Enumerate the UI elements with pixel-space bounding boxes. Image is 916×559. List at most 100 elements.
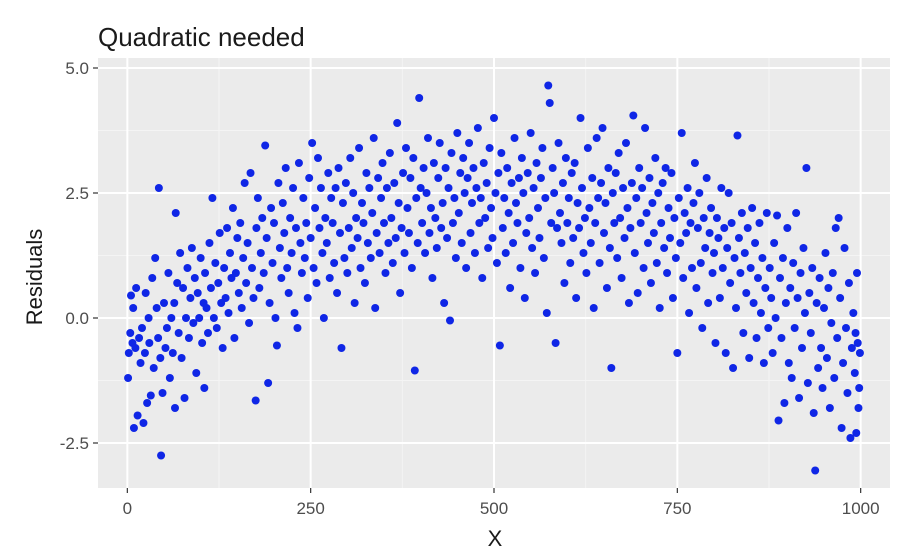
- data-point: [853, 339, 862, 347]
- data-point: [337, 344, 346, 352]
- data-point: [303, 294, 312, 302]
- data-point: [248, 264, 256, 272]
- x-axis-ticks: 0 250 500 750 1000: [123, 488, 880, 518]
- data-point: [451, 254, 460, 262]
- data-point: [338, 199, 347, 207]
- data-point: [292, 224, 300, 232]
- data-point: [418, 219, 427, 227]
- data-point: [787, 374, 796, 382]
- data-point: [182, 314, 190, 322]
- data-point: [252, 224, 261, 232]
- data-point: [641, 124, 650, 132]
- data-point: [146, 391, 155, 400]
- data-point: [613, 254, 622, 262]
- data-point: [660, 244, 669, 252]
- data-point: [255, 284, 264, 292]
- data-point: [300, 254, 309, 262]
- x-tick-label: 0: [123, 499, 132, 518]
- data-point: [809, 409, 818, 417]
- data-point: [608, 189, 617, 197]
- data-point: [151, 254, 160, 262]
- data-point: [490, 114, 498, 122]
- data-point: [487, 204, 496, 212]
- data-point: [463, 174, 472, 182]
- data-point: [622, 139, 630, 147]
- data-point: [457, 239, 466, 247]
- data-point: [215, 229, 224, 237]
- data-point: [636, 219, 645, 227]
- data-point: [805, 289, 814, 297]
- data-point: [156, 354, 165, 362]
- data-point: [843, 389, 852, 397]
- data-point: [218, 344, 227, 352]
- data-point: [286, 214, 295, 222]
- data-point: [359, 219, 368, 227]
- data-point: [140, 349, 149, 357]
- data-point: [343, 269, 352, 277]
- data-point: [802, 164, 811, 172]
- data-point: [318, 249, 327, 257]
- data-point: [566, 259, 575, 267]
- data-point: [160, 299, 168, 307]
- data-point: [321, 214, 330, 222]
- data-point: [469, 164, 478, 172]
- data-point: [287, 249, 296, 257]
- data-point: [325, 274, 334, 282]
- data-point: [404, 229, 413, 237]
- data-point: [132, 284, 141, 292]
- data-point: [550, 189, 559, 197]
- data-point: [812, 299, 821, 307]
- data-point: [670, 214, 679, 222]
- data-point: [334, 164, 343, 172]
- data-point: [205, 239, 214, 247]
- data-point: [768, 349, 777, 357]
- data-point: [793, 294, 802, 302]
- data-point: [597, 179, 606, 187]
- data-point: [701, 244, 710, 252]
- data-point: [777, 334, 786, 342]
- data-point: [564, 194, 573, 202]
- data-point: [523, 169, 532, 177]
- data-point: [658, 179, 667, 187]
- data-point: [815, 274, 824, 282]
- data-point: [696, 259, 705, 267]
- data-point: [187, 244, 196, 252]
- data-point: [127, 291, 135, 300]
- data-point: [438, 199, 447, 207]
- data-point: [680, 209, 689, 217]
- data-point: [619, 184, 628, 192]
- data-point: [710, 249, 718, 257]
- data-point: [394, 199, 403, 207]
- data-point: [380, 219, 388, 227]
- data-point: [290, 309, 299, 317]
- data-point: [491, 189, 500, 197]
- data-point: [374, 174, 383, 182]
- data-point: [281, 164, 290, 172]
- data-point: [193, 289, 202, 297]
- data-point: [592, 134, 601, 142]
- data-point: [586, 239, 595, 247]
- data-point: [666, 234, 674, 242]
- data-point: [322, 239, 331, 247]
- data-point: [532, 159, 541, 167]
- data-point: [448, 219, 457, 227]
- data-point: [179, 284, 188, 292]
- data-point: [721, 349, 730, 357]
- data-point: [309, 264, 318, 272]
- data-point: [717, 184, 726, 192]
- data-point: [846, 434, 855, 442]
- data-point: [164, 269, 173, 277]
- data-point: [690, 159, 699, 167]
- data-point: [183, 264, 192, 272]
- data-point: [667, 169, 676, 177]
- data-point: [316, 184, 325, 192]
- data-point: [627, 179, 636, 187]
- data-point: [462, 264, 471, 272]
- data-point: [610, 219, 619, 227]
- data-point: [358, 199, 366, 207]
- data-point: [454, 209, 463, 217]
- data-points: [124, 81, 864, 475]
- data-point: [583, 144, 592, 152]
- data-point: [331, 184, 340, 192]
